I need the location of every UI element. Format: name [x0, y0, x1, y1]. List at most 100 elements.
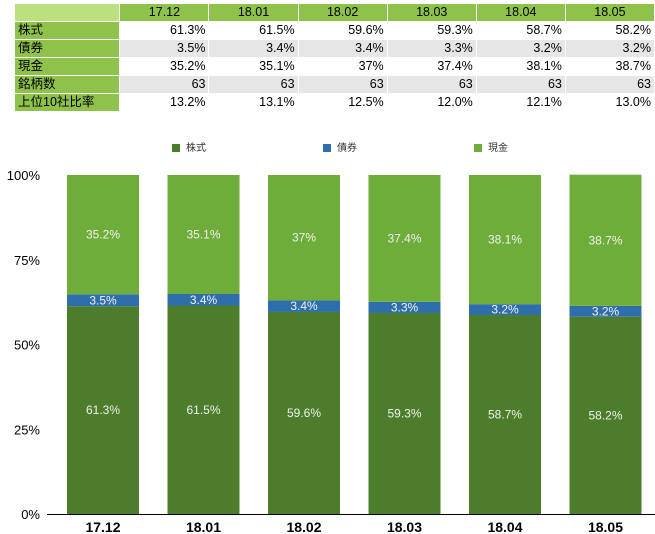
column-header: 18.04	[475, 3, 566, 22]
data-label: 38.1%	[488, 233, 522, 247]
row-label: 債券	[13, 39, 121, 58]
table-cell: 35.1%	[208, 57, 299, 76]
bar-segment	[167, 305, 240, 514]
row-label: 銘柄数	[13, 75, 121, 94]
bar-segment	[569, 316, 642, 514]
column-header: 18.03	[386, 3, 477, 22]
data-label: 61.3%	[86, 403, 120, 417]
table-cell: 63	[475, 75, 566, 94]
table-cell: 3.4%	[208, 39, 299, 58]
table-cell: 58.2%	[564, 21, 655, 40]
x-tick-label: 18.04	[487, 519, 522, 534]
bar-segment	[67, 294, 139, 307]
data-label: 35.2%	[86, 228, 120, 242]
data-label: 3.5%	[89, 293, 117, 307]
table-cell: 63	[119, 75, 210, 94]
column-header: 17.12	[119, 3, 210, 22]
column-header: 18.02	[297, 3, 388, 22]
data-label: 61.5%	[186, 403, 220, 417]
table-cell: 37%	[297, 57, 388, 76]
x-tick-label: 18.05	[588, 519, 623, 534]
table-cell: 59.3%	[386, 21, 477, 40]
bar-segment	[569, 174, 642, 306]
row-label: 現金	[13, 57, 121, 76]
table-cell: 38.1%	[475, 57, 566, 76]
bar-segment	[268, 175, 340, 301]
data-label: 58.7%	[488, 408, 522, 422]
bar-segment	[569, 305, 642, 317]
table-cell: 37.4%	[386, 57, 477, 76]
table-cell: 3.4%	[297, 39, 388, 58]
table-corner-cell	[13, 3, 121, 22]
table-cell: 63	[208, 75, 299, 94]
table-cell: 59.6%	[297, 21, 388, 40]
table-cell: 13.1%	[208, 93, 299, 112]
data-label: 3.2%	[592, 304, 620, 318]
data-label: 59.3%	[387, 406, 421, 420]
data-label: 59.6%	[287, 406, 321, 420]
y-tick-label: 100%	[7, 168, 41, 183]
y-tick-label: 0%	[21, 507, 40, 522]
table-cell: 12.5%	[297, 93, 388, 112]
table-cell: 58.7%	[475, 21, 566, 40]
bar-segment	[167, 293, 240, 306]
legend-label: 現金	[488, 141, 508, 154]
bar-segment	[67, 175, 139, 295]
row-label: 上位10社比率	[13, 93, 121, 112]
data-label: 37.4%	[387, 231, 421, 245]
table-cell: 61.5%	[208, 21, 299, 40]
table-row: 上位10社比率 13.2% 13.1% 12.5% 12.0% 12.1% 13.0%	[13, 93, 655, 112]
table-cell: 63	[297, 75, 388, 94]
bar-segment	[469, 315, 541, 514]
data-label: 3.2%	[491, 303, 519, 317]
data-label: 35.1%	[186, 227, 220, 241]
bar-segment	[469, 175, 541, 305]
table-cell: 12.0%	[386, 93, 477, 112]
table-cell: 63	[564, 75, 655, 94]
table-cell: 13.2%	[119, 93, 210, 112]
bar-segment	[67, 306, 139, 514]
column-header: 18.01	[208, 3, 299, 22]
bar-segment	[368, 301, 441, 313]
stacked-bar-chart: 株式 債券 現金 0%25%50%75%100% 61.3%3.5%35.2%61.…	[7, 141, 655, 534]
x-axis: 17.12 18.01 18.02 18.03 18.04 18.05	[47, 514, 655, 534]
table-row: 現金 35.2% 35.1% 37% 37.4% 38.1% 38.7%	[13, 57, 655, 76]
bar-segment	[368, 175, 441, 302]
x-tick-label: 17.12	[85, 519, 120, 534]
data-label: 37%	[292, 231, 316, 245]
table-row: 債券 3.5% 3.4% 3.4% 3.3% 3.2% 3.2%	[13, 39, 655, 58]
legend-swatch	[172, 144, 180, 152]
y-tick-label: 75%	[14, 253, 40, 268]
bars: 61.3% 3.5% 35.2% 61.5% 3.4% 35.1% 59.6% 3.4% 37%…	[67, 174, 642, 514]
data-label: 38.7%	[588, 233, 622, 247]
data-label: 3.3%	[391, 300, 419, 314]
table-cell: 61.3%	[119, 21, 210, 40]
bar-segment	[368, 312, 441, 514]
bar-segment	[268, 311, 340, 514]
table-cell: 3.3%	[386, 39, 477, 58]
data-label: 3.4%	[190, 293, 218, 307]
table-cell: 12.1%	[475, 93, 566, 112]
y-tick-label: 25%	[14, 422, 40, 437]
table-cell: 13.0%	[564, 93, 655, 112]
bar-segment	[167, 175, 240, 294]
legend-swatch	[323, 144, 331, 152]
table-row: 株式 61.3% 61.5% 59.6% 59.3% 58.7% 58.2%	[13, 21, 655, 40]
y-axis: 0% 25% 50% 75% 100%	[7, 168, 41, 522]
table-cell: 63	[386, 75, 477, 94]
y-tick-label: 50%	[14, 338, 40, 353]
chart-legend: 株式 債券 現金	[172, 141, 508, 154]
row-label: 株式	[13, 21, 121, 40]
column-header: 18.05	[564, 3, 655, 22]
x-tick-label: 18.02	[286, 519, 321, 534]
legend-swatch	[474, 144, 482, 152]
x-tick-label: 18.01	[186, 519, 221, 534]
legend-label: 債券	[337, 141, 357, 154]
table-cell: 3.5%	[119, 39, 210, 58]
table-cell: 3.2%	[475, 39, 566, 58]
x-tick-label: 18.03	[387, 519, 422, 534]
bar-segment	[268, 300, 340, 312]
bar-segment	[469, 304, 541, 316]
data-label: 3.4%	[290, 299, 318, 313]
legend-label: 株式	[186, 141, 206, 154]
